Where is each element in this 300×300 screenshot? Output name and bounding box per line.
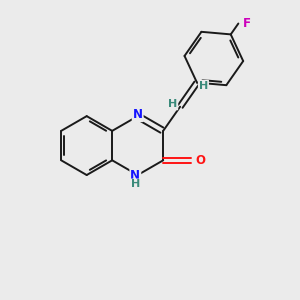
Text: O: O	[196, 154, 206, 167]
Text: F: F	[243, 17, 250, 30]
Text: H: H	[131, 179, 140, 190]
Text: N: N	[130, 169, 140, 182]
Text: N: N	[133, 108, 143, 121]
Text: H: H	[199, 81, 208, 91]
Text: H: H	[168, 99, 177, 110]
